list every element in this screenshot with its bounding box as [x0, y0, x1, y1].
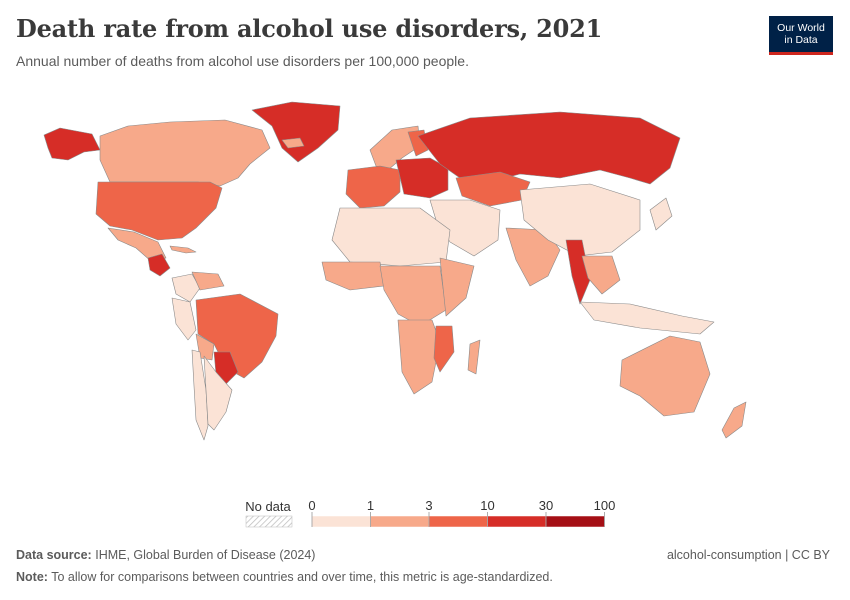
region-paraguay[interactable] [213, 351, 239, 385]
region-canada[interactable] [99, 119, 271, 187]
region-russia[interactable] [417, 111, 681, 185]
data-source: Data source: IHME, Global Burden of Dise… [16, 548, 315, 562]
data-source-text[interactable]: IHME, Global Burden of Disease (2024) [95, 548, 316, 562]
legend-bin-2[interactable] [428, 515, 488, 528]
legend-tick-label-1: 1 [367, 498, 374, 513]
region-greenland[interactable] [251, 101, 341, 163]
legend-tick-label-2: 3 [425, 498, 432, 513]
legend-tick-label-5: 100 [594, 498, 616, 513]
region-venezuela[interactable] [191, 271, 225, 291]
legend-tick-label-3: 10 [480, 498, 494, 513]
note: Note: To allow for comparisons between c… [16, 570, 553, 584]
logo-line-1: Our World [777, 22, 825, 34]
legend-bin-3[interactable] [487, 515, 547, 528]
chart-title: Death rate from alcohol use disorders, 2… [16, 14, 603, 43]
region-indonesia[interactable] [579, 301, 715, 335]
region-north-africa[interactable] [331, 207, 451, 267]
region-alaska[interactable] [43, 127, 101, 161]
region-united-states[interactable] [95, 181, 223, 241]
chart-subtitle: Annual number of deaths from alcohol use… [16, 53, 469, 69]
region-argentina[interactable] [203, 355, 233, 431]
note-text: To allow for comparisons between countri… [51, 570, 553, 584]
region-peru[interactable] [171, 297, 197, 341]
note-label: Note: [16, 570, 48, 584]
region-australia[interactable] [619, 335, 711, 417]
world-map [43, 101, 747, 441]
region-iceland[interactable] [281, 137, 305, 149]
region-madagascar[interactable] [467, 339, 481, 375]
legend-no-data-swatch [245, 515, 293, 528]
legend-bin-4[interactable] [545, 515, 605, 528]
license-text[interactable]: alcohol-consumption | CC BY [666, 548, 830, 562]
region-east-africa[interactable] [439, 257, 475, 317]
legend-tick-label-0: 0 [308, 498, 315, 513]
region-southeast-asia[interactable] [581, 255, 621, 295]
logo-line-2: in Data [784, 34, 818, 46]
legend-bin-0[interactable] [311, 515, 371, 528]
region-chile[interactable] [191, 349, 209, 441]
region-west-africa[interactable] [321, 261, 385, 291]
region-guatemala[interactable] [147, 253, 171, 277]
data-source-label: Data source: [16, 548, 92, 562]
legend-tick-label-4: 30 [539, 498, 553, 513]
region-new-zealand[interactable] [721, 401, 747, 439]
region-china[interactable] [519, 183, 641, 257]
region-western-europe[interactable] [345, 165, 401, 209]
region-eastern-europe[interactable] [395, 157, 449, 199]
region-brazil[interactable] [195, 293, 279, 379]
owid-logo[interactable]: Our World in Data [769, 16, 833, 55]
region-colombia[interactable] [171, 273, 201, 303]
region-cuba[interactable] [169, 245, 197, 254]
map-legend: No data 0 1 3 10 30 100 [245, 498, 616, 528]
region-southern-africa[interactable] [397, 319, 441, 395]
region-mozambique[interactable] [433, 325, 455, 373]
region-central-africa[interactable] [379, 265, 447, 327]
legend-bin-1[interactable] [370, 515, 430, 528]
region-japan[interactable] [649, 197, 673, 231]
legend-no-data-label: No data [245, 499, 291, 514]
